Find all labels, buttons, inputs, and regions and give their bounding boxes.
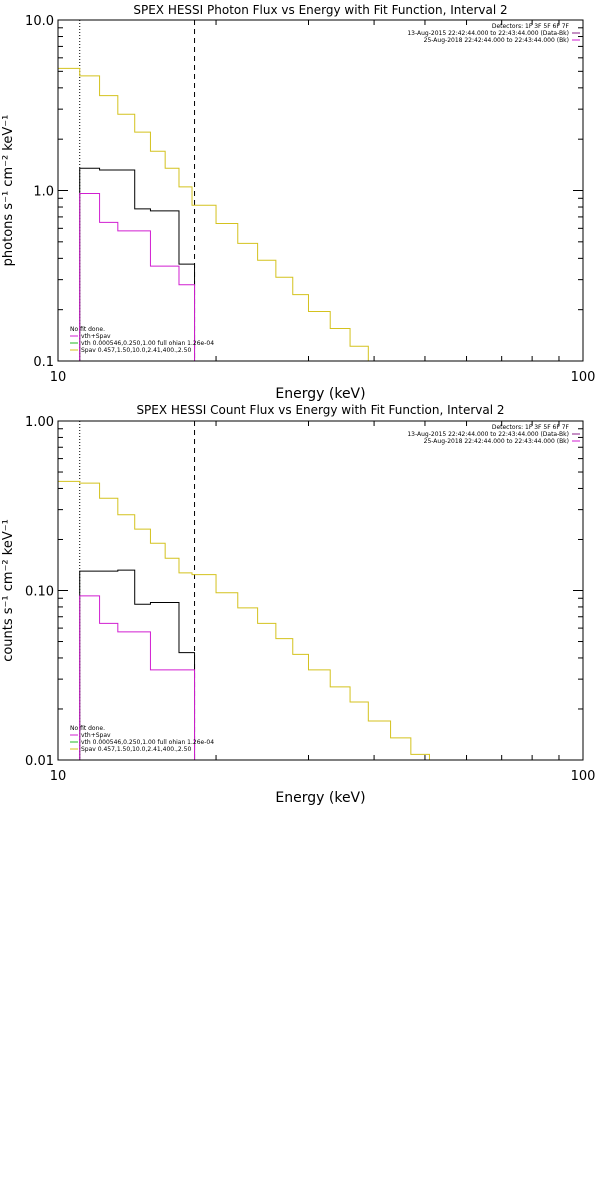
plot-panel-2: SPEX HESSI Count Flux vs Energy with Fit… [1,403,596,806]
x-tick-label: 10 [50,769,67,784]
legend-fit-thermal: vth 0.000546,0.250,1.00 full ohian 1.26e… [81,739,214,746]
legend-detectors: Detectors: 1F 3F 5F 6F 7F [492,424,570,431]
legend-fit-status: No fit done. [70,725,105,732]
y-tick-label: 0.10 [25,585,54,600]
x-axis-label: Energy (keV) [275,386,365,402]
x-tick-label: 100 [571,769,596,784]
series-black-histogram [79,569,196,760]
data-series-group [58,480,430,760]
y-tick-label: 1.00 [25,415,54,430]
y-tick-label: 0.01 [25,754,54,769]
plot-panel-1: SPEX HESSI Photon Flux vs Energy with Fi… [1,3,596,402]
legend-fit-thermal: vth 0.000546,0.250,1.00 full ohian 1.26e… [81,340,214,347]
y-tick-label: 10.0 [25,14,54,29]
legend-fit-status: No fit done. [70,326,105,333]
x-tick-label: 100 [571,370,596,385]
series-yellow-histogram [58,67,369,361]
y-tick-label: 1.0 [33,185,54,200]
legend-fit-total: vth+Spav [81,333,111,340]
plot-frame [57,420,584,761]
y-axis-label: photons s⁻¹ cm⁻² keV⁻¹ [1,115,16,267]
legend-fit-nonthermal: Spav 0.457,1.50,10.0,2.41,400.,2.50 [81,746,191,753]
legend-fit-total: vth+Spav [81,732,111,739]
y-axis-label: counts s⁻¹ cm⁻² keV⁻¹ [1,519,16,662]
legend-interval-1: 13-Aug-2015 22:42:44.000 to 22:43:44.000… [407,431,569,438]
data-series-group [58,67,369,361]
legend-detectors: Detectors: 1F 3F 5F 6F 7F [492,23,570,30]
legend-interval-1: 13-Aug-2015 22:42:44.000 to 22:43:44.000… [407,30,569,37]
series-magenta-histogram [79,595,196,760]
legend-fit-nonthermal: Spav 0.457,1.50,10.0,2.41,400.,2.50 [81,347,191,354]
chart-title: SPEX HESSI Photon Flux vs Energy with Fi… [133,3,507,17]
y-tick-label: 0.1 [33,355,54,370]
x-tick-label: 10 [50,370,67,385]
series-yellow-histogram [58,480,430,760]
x-axis-label: Energy (keV) [275,790,365,806]
legend-interval-2: 25-Aug-2018 22:42:44.000 to 22:43:44.000… [424,37,569,44]
chart-title: SPEX HESSI Count Flux vs Energy with Fit… [136,403,504,417]
series-magenta-histogram [79,193,196,361]
legend-interval-2: 25-Aug-2018 22:42:44.000 to 22:43:44.000… [424,438,569,445]
plot-frame [57,19,584,362]
series-black-histogram [79,167,196,361]
